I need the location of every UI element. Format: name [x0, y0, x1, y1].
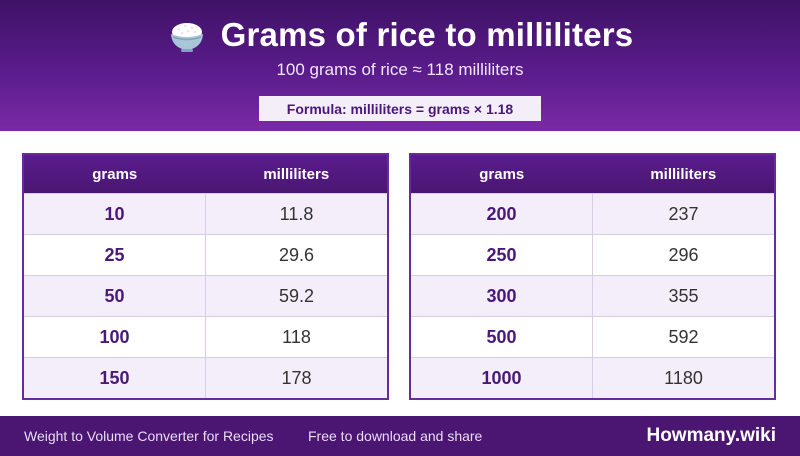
- grams-cell: 300: [411, 276, 593, 316]
- table-row: 150 178: [24, 357, 387, 398]
- page-subtitle: 100 grams of rice ≈ 118 milliliters: [276, 60, 524, 79]
- milliliters-cell: 355: [668, 285, 699, 306]
- table-row: 10 11.8: [24, 193, 387, 234]
- footer-bar: Weight to Volume Converter for Recipes F…: [0, 416, 800, 456]
- milliliters-cell: 29.6: [278, 244, 315, 265]
- header-banner: Grams of rice to milliliters 100 grams o…: [0, 0, 800, 131]
- grams-cell: 500: [411, 317, 593, 357]
- page-title: Grams of rice to milliliters: [220, 16, 634, 53]
- milliliters-cell: 1180: [664, 367, 703, 388]
- table-row: 200 237: [411, 193, 774, 234]
- table-body: 200 237 250 296 300 355 500 592 1000 118…: [411, 193, 774, 398]
- milliliters-cell: 592: [668, 326, 699, 347]
- milliliters-cell: 178: [281, 367, 312, 388]
- milliliters-cell: 11.8: [279, 203, 314, 224]
- table-row: 500 592: [411, 316, 774, 357]
- table-row: 25 29.6: [24, 234, 387, 275]
- table-row: 1000 1180: [411, 357, 774, 398]
- column-header-grams: grams: [92, 165, 138, 183]
- table-row: 50 59.2: [24, 275, 387, 316]
- formula-badge: Formula: milliliters = grams × 1.18: [259, 96, 541, 121]
- grams-cell: 25: [24, 235, 206, 275]
- milliliters-cell: 296: [668, 244, 699, 265]
- table-header: grams milliliters: [411, 155, 774, 193]
- milliliters-cell: 59.2: [278, 285, 315, 306]
- table-row: 250 296: [411, 234, 774, 275]
- conversion-table-left: grams milliliters 10 11.8 25 29.6 50 59.…: [22, 153, 389, 400]
- brand-name: Howmany.wiki: [646, 425, 776, 446]
- table-row: 300 355: [411, 275, 774, 316]
- grams-cell: 150: [24, 358, 206, 398]
- column-header-grams: grams: [479, 165, 525, 183]
- footer-description: Weight to Volume Converter for Recipes: [24, 428, 274, 444]
- milliliters-cell: 237: [668, 203, 699, 224]
- rice-bowl-icon: [170, 23, 203, 52]
- column-header-milliliters: milliliters: [650, 165, 717, 183]
- grams-cell: 100: [24, 317, 206, 357]
- title-row: Grams of rice to milliliters: [0, 13, 800, 57]
- table-body: 10 11.8 25 29.6 50 59.2 100 118 150 178: [24, 193, 387, 398]
- footer-tagline: Free to download and share: [308, 428, 483, 444]
- grams-cell: 250: [411, 235, 593, 275]
- milliliters-cell: 118: [282, 326, 311, 347]
- grams-cell: 1000: [411, 358, 593, 398]
- conversion-table-right: grams milliliters 200 237 250 296 300 35…: [409, 153, 776, 400]
- table-row: 100 118: [24, 316, 387, 357]
- grams-cell: 10: [24, 194, 206, 234]
- table-header: grams milliliters: [24, 155, 387, 193]
- column-header-milliliters: milliliters: [263, 165, 330, 183]
- grams-cell: 50: [24, 276, 206, 316]
- grams-cell: 200: [411, 194, 593, 234]
